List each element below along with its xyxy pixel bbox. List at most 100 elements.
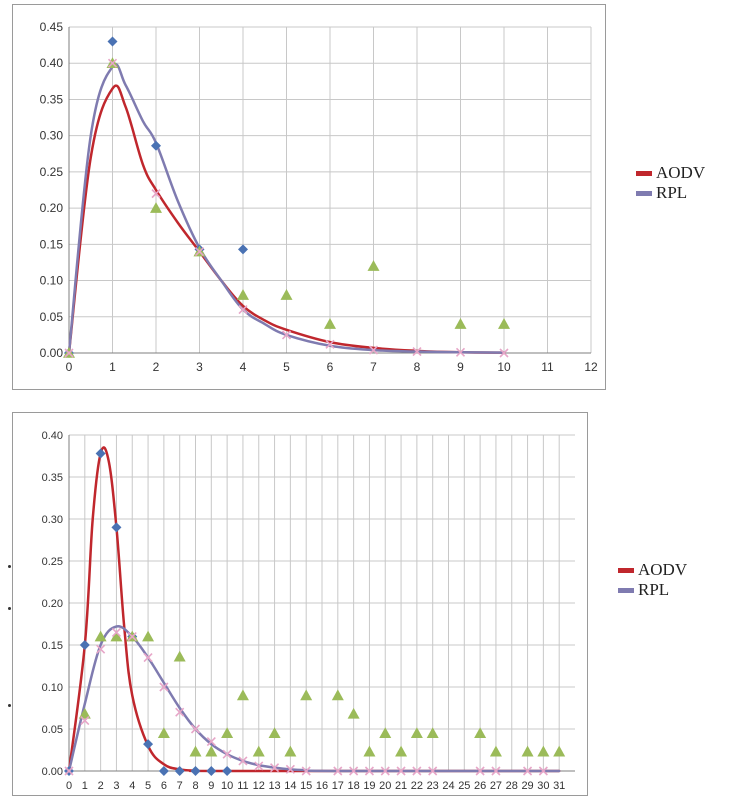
legend-label-aodv: AODV [656,163,706,182]
cross-marker [151,189,161,199]
legend-swatch-aodv [636,170,652,176]
x-tick-label: 1 [82,780,88,792]
cross-marker [269,763,280,773]
triangle-marker [331,689,344,701]
cross-marker [475,766,485,776]
x-tick-label: 8 [192,780,198,792]
cross-marker [281,330,292,340]
y-tick-label: 0.05 [42,724,63,736]
x-tick-label: 6 [327,360,334,374]
triangle-marker [489,745,502,757]
stray-dot [8,607,11,610]
x-tick-label: 8 [414,360,421,374]
triangle-marker [173,650,186,662]
x-tick-label: 6 [161,780,167,792]
cross-marker [254,761,264,771]
y-tick-label: 0.35 [40,92,64,106]
x-tick-label: 27 [490,780,502,792]
legend-item-aodv: AODV [636,163,705,183]
triangle-marker [142,630,155,642]
x-tick-label: 25 [458,780,470,792]
x-tick-label: 22 [411,780,423,792]
cross-marker [396,766,406,776]
y-tick-label: 0.15 [42,640,63,652]
x-tick-label: 28 [506,780,518,792]
x-tick-label: 19 [363,780,375,792]
y-tick-label: 0.25 [42,556,63,568]
x-tick-label: 30 [537,780,549,792]
x-tick-label: 21 [395,780,407,792]
legend-label-aodv: AODV [638,560,688,579]
legend-swatch-rpl [636,190,652,196]
cross-marker [194,247,205,257]
x-tick-label: 13 [268,780,280,792]
x-tick-label: 18 [348,780,360,792]
triangle-marker [78,707,91,719]
x-tick-label: 3 [113,780,119,792]
x-tick-label: 2 [98,780,104,792]
triangle-marker [410,727,423,738]
y-tick-label: 0.15 [40,237,64,251]
y-tick-label: 0.10 [42,682,63,694]
triangle-marker [474,727,487,738]
y-tick-label: 0.30 [42,514,63,526]
x-tick-label: 14 [284,780,296,792]
triangle-marker [221,727,234,738]
y-tick-label: 0.05 [40,310,64,324]
triangle-marker [252,745,265,757]
triangle-marker [94,630,107,642]
chart-1-legend: AODV RPL [636,163,705,203]
x-tick-label: 10 [221,780,233,792]
triangle-marker [521,745,534,757]
cross-marker [455,347,466,357]
cross-marker [349,766,359,776]
cross-marker [96,644,106,654]
legend-label-rpl: RPL [638,580,670,599]
cross-marker [111,627,122,637]
x-tick-label: 5 [145,780,151,792]
y-tick-label: 0.30 [40,129,64,143]
cross-marker [522,766,533,776]
x-tick-label: 16 [316,780,328,792]
x-tick-label: 4 [240,360,247,374]
diamond-marker [95,448,106,459]
cross-marker [175,707,185,717]
y-tick-label: 0.45 [40,20,64,34]
diamond-marker [107,36,118,47]
cross-marker [301,766,311,776]
x-tick-label: 0 [66,360,73,374]
x-tick-label: 29 [521,780,533,792]
y-tick-label: 0.10 [40,274,64,288]
x-tick-label: 7 [370,360,377,374]
diamond-marker [222,766,233,776]
y-tick-label: 0.20 [40,201,64,215]
legend-swatch-rpl [618,587,634,593]
x-tick-label: 7 [177,780,183,792]
chart-1-svg: 0.00 0.05 0.10 0.15 0.20 0.25 0.30 0.35 0.40 0.45… [40,20,598,374]
y-tick-label: 0.40 [42,430,63,442]
triangle-marker [205,745,218,757]
triangle-marker [363,745,376,757]
legend-item-aodv: AODV [618,560,687,580]
cross-marker [325,339,335,349]
triangle-marker [300,689,313,701]
triangle-marker [426,727,439,738]
x-tick-label: 20 [379,780,391,792]
cross-marker [364,766,375,776]
series-line-aodv [67,446,561,773]
cross-marker [238,304,248,315]
x-tick-label: 9 [457,360,464,374]
diamond-marker [151,140,161,151]
triangle-marker [395,745,408,757]
x-tick-label: 31 [553,780,565,792]
diamond-marker [79,640,90,650]
triangle-marker [498,318,510,329]
triangle-marker [150,202,162,213]
x-tick-label: 12 [253,780,265,792]
triangle-marker [268,727,281,738]
cross-marker [190,724,201,734]
cross-marker [380,766,390,776]
cross-marker [285,764,295,774]
triangle-marker [280,289,293,300]
cross-marker [333,766,343,776]
